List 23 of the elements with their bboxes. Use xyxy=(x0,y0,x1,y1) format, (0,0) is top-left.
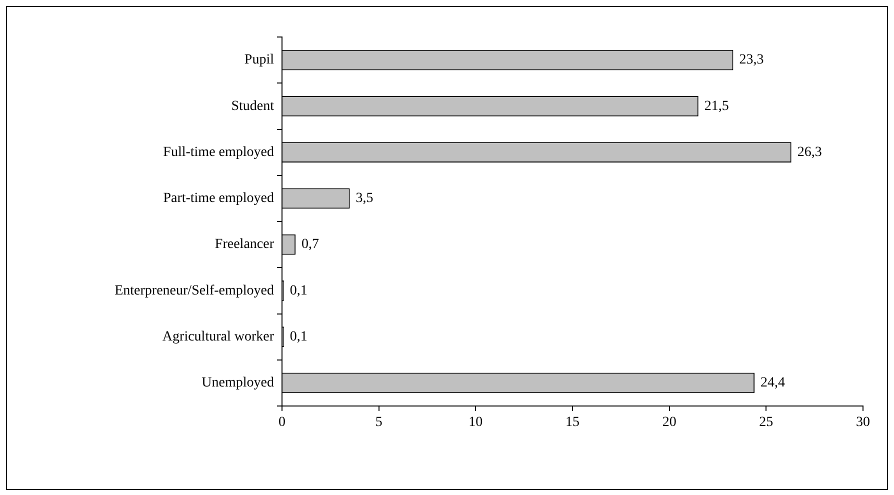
data-label: 0,1 xyxy=(290,329,308,344)
y-tick-label: Full-time employed xyxy=(163,144,274,160)
x-tick-label: 15 xyxy=(566,415,580,430)
x-tick-label: 20 xyxy=(662,415,676,430)
data-label: 21,5 xyxy=(704,98,729,114)
y-tick-label: Part-time employed xyxy=(163,191,274,206)
data-label: 3,5 xyxy=(356,191,374,206)
y-tick-label: Pupil xyxy=(244,52,274,68)
y-tick-label: Freelancer xyxy=(214,237,274,252)
x-tick-label: 30 xyxy=(856,415,870,430)
y-tick-label: Agricultural worker xyxy=(162,329,274,344)
data-label: 23,3 xyxy=(739,52,764,68)
data-label: 0,7 xyxy=(302,237,320,252)
data-label: 26,3 xyxy=(797,144,822,160)
data-label: 24,4 xyxy=(760,376,786,391)
x-tick-label: 0 xyxy=(278,415,286,430)
x-tick-label: 10 xyxy=(468,415,483,430)
y-tick-label: Student xyxy=(231,98,274,114)
data-label: 0,1 xyxy=(290,283,308,298)
y-tick-label: Enterpreneur/Self-employed xyxy=(114,283,274,298)
x-tick-label: 5 xyxy=(375,415,382,430)
y-tick-label: Unemployed xyxy=(202,376,274,391)
x-tick-label: 25 xyxy=(759,415,774,430)
